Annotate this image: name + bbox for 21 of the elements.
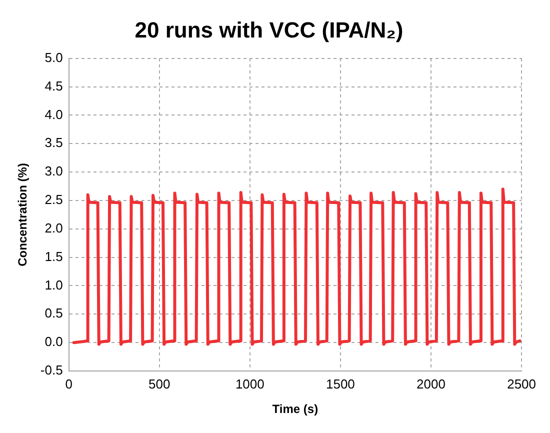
x-tick-label: 1000 <box>235 376 264 392</box>
y-tick-label: 2.5 <box>44 192 63 208</box>
x-tick-label: 2500 <box>507 376 536 392</box>
y-tick-label: 3.5 <box>44 135 63 150</box>
x-tick-label: 2000 <box>416 376 446 392</box>
y-tick-label: 0.0 <box>44 334 63 350</box>
y-tick-label: 4.5 <box>44 78 63 94</box>
y-tick-label: 3.0 <box>44 164 63 179</box>
chart-title: 20 runs with VCC (IPA/N₂) <box>134 17 404 42</box>
y-tick-label: 0.5 <box>44 306 63 321</box>
x-tick-label: 500 <box>148 376 170 392</box>
y-tick-label: 2.0 <box>44 220 63 236</box>
y-axis-title: Concentration (%) <box>16 163 30 266</box>
x-tick-label: 1500 <box>326 376 355 392</box>
y-tick-label: 4.0 <box>44 106 63 122</box>
x-axis-title: Time (s) <box>272 402 318 416</box>
y-tick-label: 1.0 <box>44 277 63 292</box>
x-tick-label: 0 <box>65 376 72 392</box>
y-tick-label: 5.0 <box>44 50 63 65</box>
y-tick-label: 1.5 <box>44 248 63 264</box>
y-tick-label: -0.5 <box>40 362 63 378</box>
